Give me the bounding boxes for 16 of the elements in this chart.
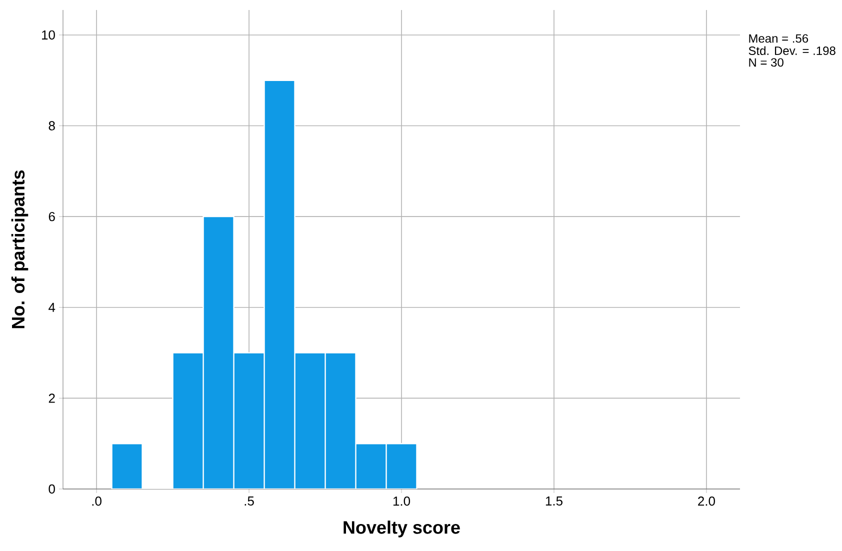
y-tick-label: 4 — [48, 302, 56, 312]
y-tick-label: 0 — [48, 484, 55, 494]
x-tick-label: 1.0 — [393, 496, 410, 506]
y-axis-title: No. of participants — [11, 170, 28, 328]
text: Mean = .56 — [749, 34, 808, 43]
x-axis-title: Novelty score — [344, 520, 460, 538]
x-tick-label: .5 — [244, 496, 254, 506]
y-tick-label: 10 — [42, 30, 55, 40]
y-tick-label: 6 — [48, 212, 55, 222]
x-tick-label: 1.5 — [546, 496, 562, 506]
x-tick-label: 2.0 — [698, 496, 715, 506]
text: N = 30 — [749, 58, 784, 67]
y-tick-label: 8 — [48, 121, 55, 130]
x-tick-label: .0 — [92, 496, 102, 506]
y-tick-label: 2 — [48, 394, 55, 403]
text: Std. Dev. = .198 — [748, 46, 836, 55]
